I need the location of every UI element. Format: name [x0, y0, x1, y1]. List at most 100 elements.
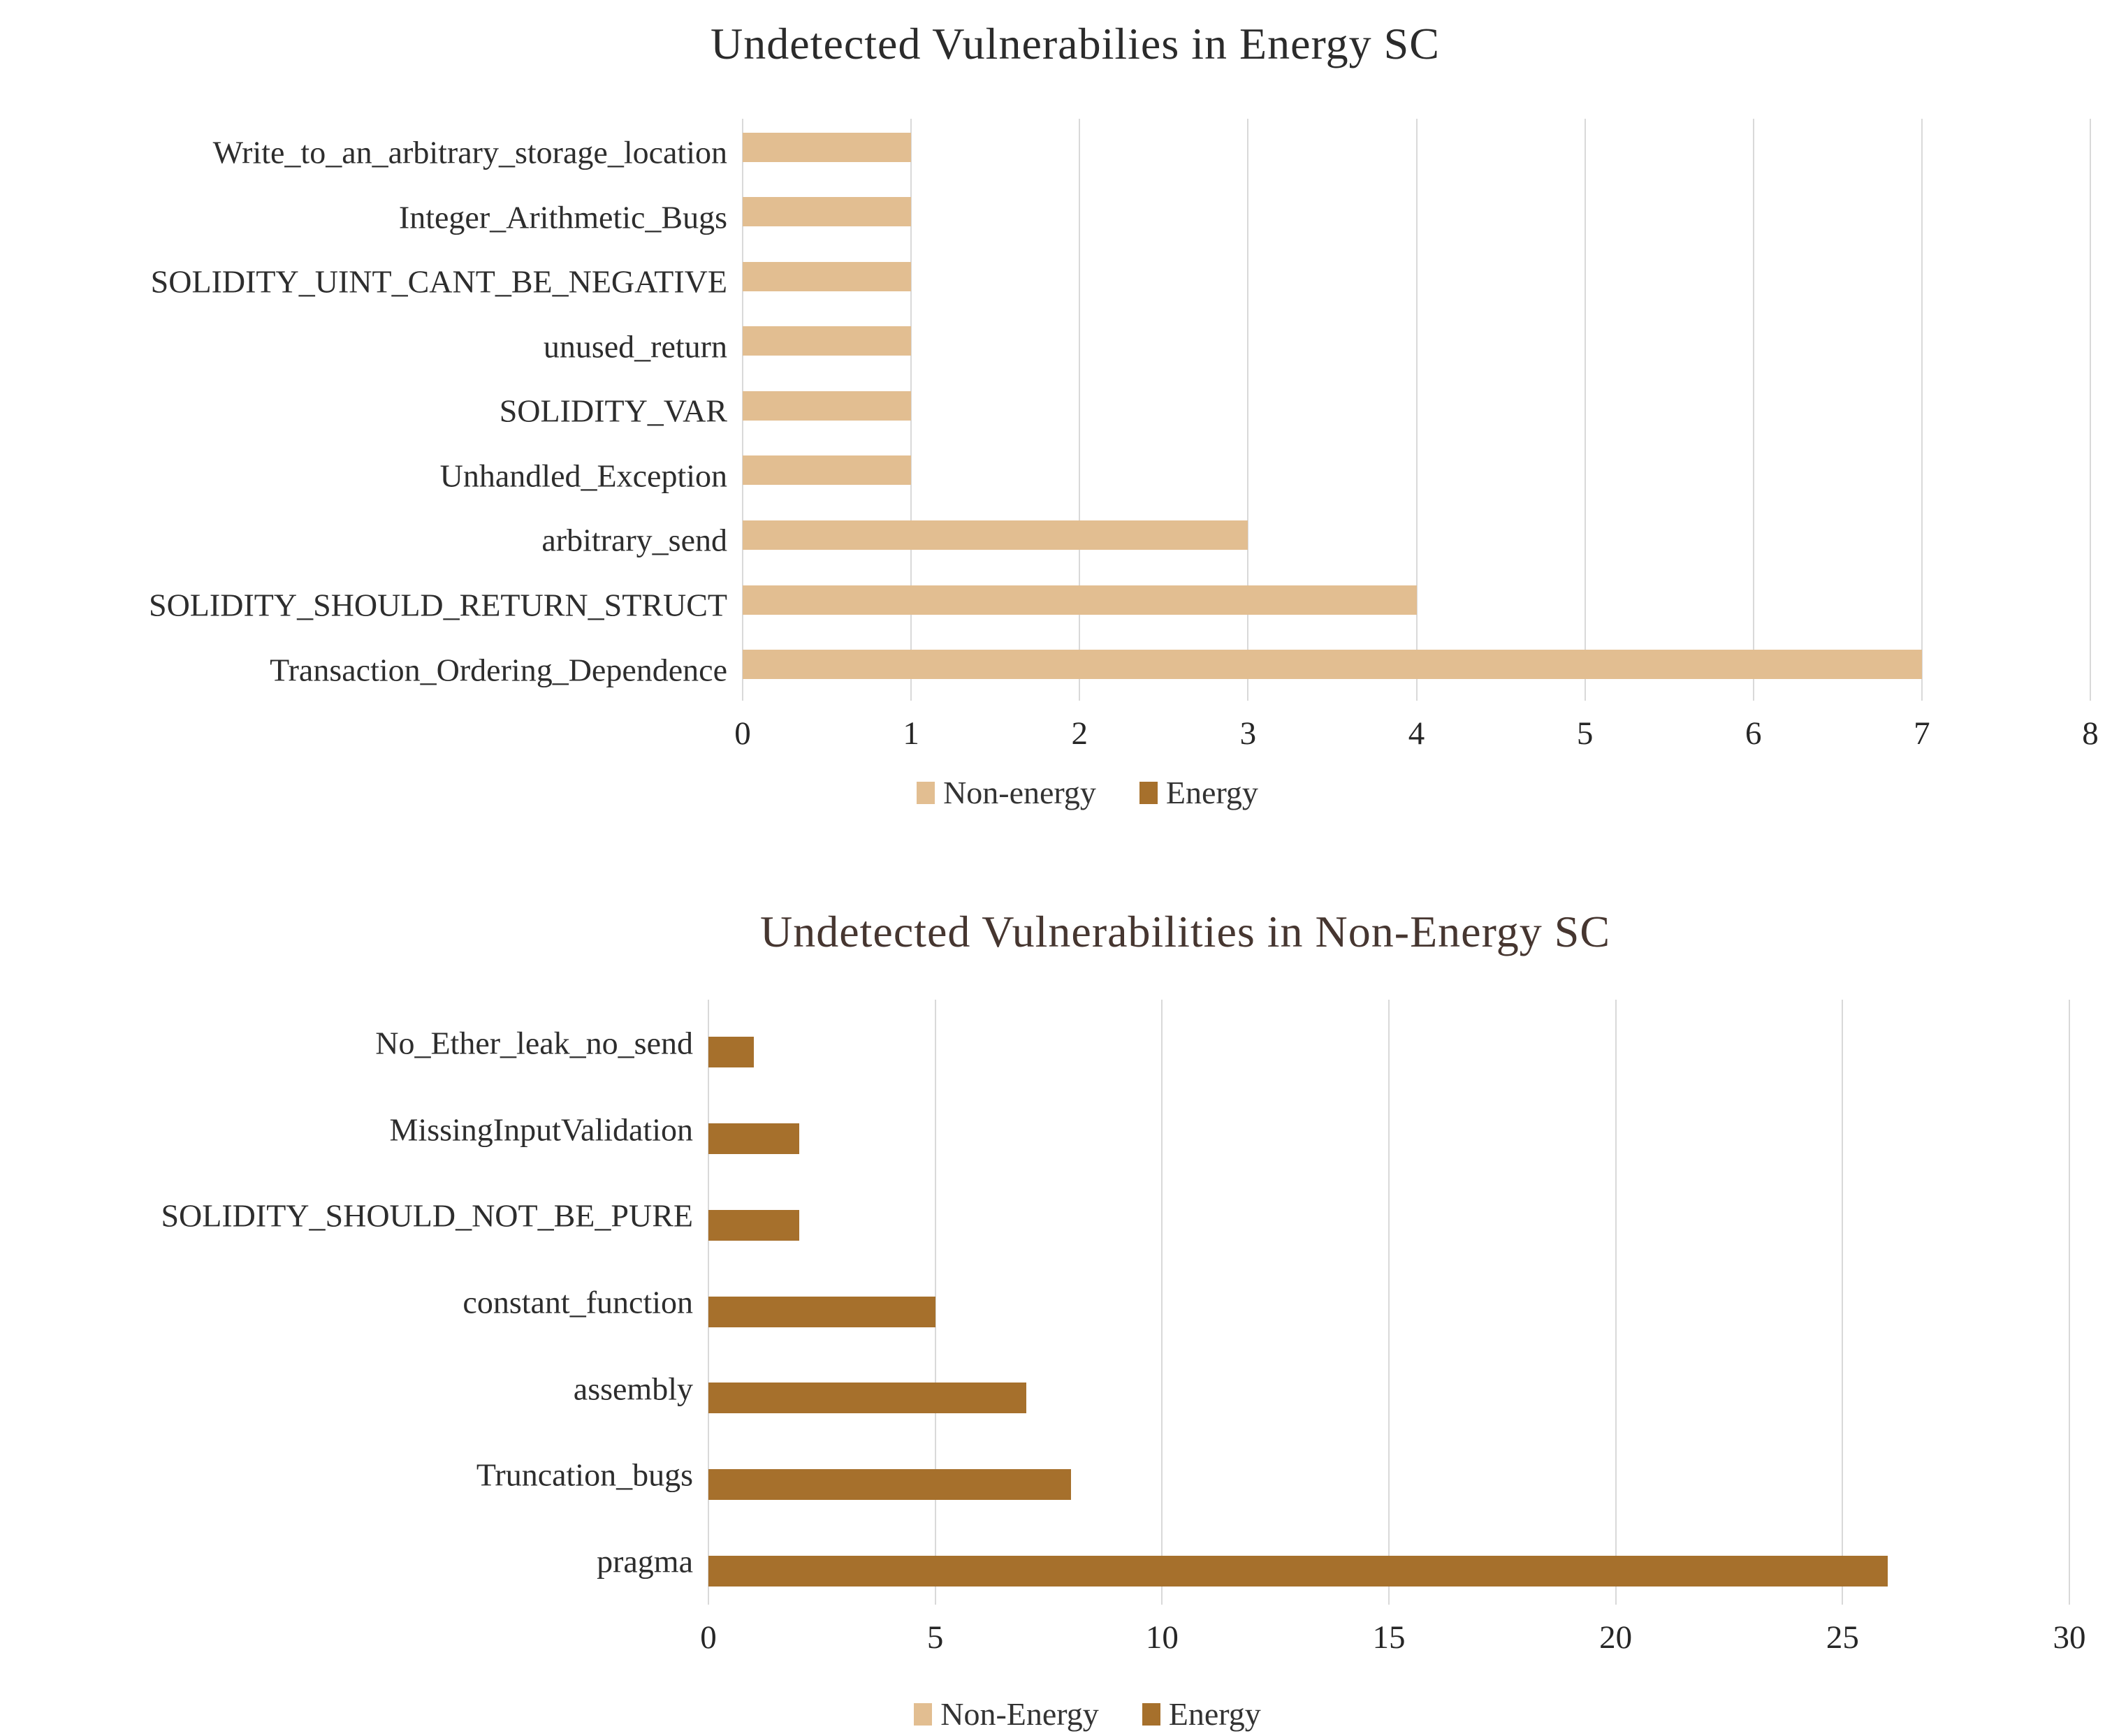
category-row: constant_function — [462, 1259, 2069, 1345]
category-label: No_Ether_leak_no_send — [375, 1025, 693, 1061]
category-row: SOLIDITY_SHOULD_NOT_BE_PURE — [161, 1172, 2069, 1259]
legend-item: Non-Energy — [914, 1695, 1099, 1733]
bar-energy — [708, 1469, 1072, 1501]
legend-label: Energy — [1165, 775, 1258, 810]
bar-non-energy — [743, 261, 912, 291]
gridline — [1752, 119, 1754, 701]
x-tick-label: 10 — [1145, 1619, 1179, 1656]
x-tick-label: 0 — [734, 715, 751, 752]
legend-non-energy: Non-Energy Energy — [0, 1695, 2105, 1733]
category-label: arbitrary_send — [541, 522, 727, 558]
x-tick-label: 15 — [1372, 1619, 1406, 1656]
gridline — [934, 1000, 936, 1605]
bar-energy — [708, 1209, 799, 1241]
category-row: Unhandled_Exception — [440, 442, 2090, 507]
gridline — [1079, 119, 1081, 701]
category-label: SOLIDITY_SHOULD_RETURN_STRUCT — [149, 587, 727, 623]
legend-item: Non-energy — [917, 774, 1096, 811]
x-tick-label: 7 — [1914, 715, 1930, 752]
legend-swatch-energy — [1139, 781, 1158, 804]
bar-non-energy — [743, 132, 912, 162]
legend-item: Energy — [1139, 774, 1258, 811]
gridline — [1161, 1000, 1163, 1605]
category-row: SOLIDITY_UINT_CANT_BE_NEGATIVE — [151, 248, 2090, 313]
category-label: Truncation_bugs — [476, 1457, 693, 1493]
category-label: Unhandled_Exception — [439, 458, 727, 494]
plot-area-non-energy: No_Ether_leak_no_send MissingInputValidat… — [161, 1000, 2070, 1605]
bar-energy — [708, 1296, 935, 1327]
category-row: arbitrary_send — [541, 506, 2090, 571]
category-row: Transaction_Ordering_Dependence — [270, 636, 2090, 701]
bar-non-energy — [743, 520, 1248, 550]
legend-energy: Non-energy Energy — [0, 774, 2105, 811]
x-tick-label: 2 — [1071, 715, 1088, 752]
x-axis-non-energy: 0 5 10 15 20 25 30 — [700, 1619, 2085, 1668]
bar-non-energy — [743, 391, 912, 421]
gridline — [1388, 1000, 1390, 1605]
gridline — [910, 119, 912, 701]
legend-label: Energy — [1168, 1696, 1261, 1732]
bar-non-energy — [743, 650, 1922, 680]
bar-energy — [708, 1037, 754, 1068]
chart-energy-sc: Undetected Vulnerabilies in Energy SC Wr… — [0, 19, 2105, 811]
gridline — [1584, 119, 1586, 701]
category-label: SOLIDITY_SHOULD_NOT_BE_PURE — [161, 1197, 693, 1234]
x-tick-label: 5 — [1576, 715, 1594, 752]
gridline — [2090, 119, 2091, 701]
category-row: SOLIDITY_VAR — [500, 377, 2090, 442]
x-axis-energy: 0 1 2 3 4 5 6 7 8 — [734, 715, 2099, 764]
category-row: Integer_Arithmetic_Bugs — [399, 184, 2090, 249]
category-row: SOLIDITY_SHOULD_RETURN_STRUCT — [149, 571, 2090, 636]
category-label: SOLIDITY_VAR — [499, 393, 727, 429]
bar-energy — [708, 1555, 1888, 1587]
x-tick-label: 25 — [1826, 1619, 1859, 1656]
gridline — [2069, 1000, 2070, 1605]
legend-swatch-energy — [1142, 1702, 1160, 1726]
category-label: unused_return — [543, 328, 727, 365]
x-tick-label: 20 — [1599, 1619, 1633, 1656]
bar-non-energy — [743, 585, 1417, 615]
bar-non-energy — [743, 455, 912, 486]
x-tick-label: 8 — [2082, 715, 2099, 752]
chart-title-non-energy: Undetected Vulnerabilities in Non-Energy… — [760, 907, 1610, 956]
category-label: assembly — [573, 1371, 693, 1407]
plot-area-energy: Write_to_an_arbitrary_storage_location In… — [149, 119, 2091, 701]
x-tick-label: 6 — [1745, 715, 1762, 752]
legend-item: Energy — [1142, 1695, 1261, 1733]
category-label: MissingInputValidation — [389, 1111, 693, 1148]
category-row: Write_to_an_arbitrary_storage_location — [213, 119, 2090, 184]
category-row: No_Ether_leak_no_send — [375, 1000, 2069, 1086]
category-label: pragma — [597, 1543, 693, 1580]
category-label: Write_to_an_arbitrary_storage_location — [212, 134, 727, 170]
category-label: Transaction_Ordering_Dependence — [270, 652, 727, 688]
category-row: unused_return — [544, 313, 2090, 378]
category-row: Truncation_bugs — [476, 1432, 2069, 1519]
category-row: pragma — [597, 1518, 2069, 1605]
bar-energy — [708, 1383, 1026, 1414]
x-tick-label: 0 — [700, 1619, 717, 1656]
legend-label: Non-Energy — [940, 1696, 1099, 1732]
legend-label: Non-energy — [943, 775, 1096, 810]
x-tick-label: 3 — [1239, 715, 1257, 752]
category-label: Integer_Arithmetic_Bugs — [398, 199, 727, 235]
category-row: MissingInputValidation — [390, 1086, 2069, 1173]
bar-energy — [708, 1123, 799, 1155]
gridline — [1921, 119, 1923, 701]
legend-swatch-non-energy — [914, 1702, 933, 1726]
category-row: assembly — [574, 1345, 2069, 1432]
chart-non-energy-sc: Undetected Vulnerabilities in Non-Energy… — [0, 870, 2105, 1736]
legend-swatch-non-energy — [917, 781, 935, 804]
bar-non-energy — [743, 197, 912, 227]
x-tick-label: 1 — [903, 715, 919, 752]
x-tick-label: 4 — [1408, 715, 1425, 752]
bar-non-energy — [743, 326, 912, 356]
chart-title-energy: Undetected Vulnerabilies in Energy SC — [711, 19, 1440, 68]
gridline — [1415, 119, 1418, 701]
category-label: constant_function — [462, 1284, 693, 1320]
gridline — [1247, 119, 1249, 701]
gridline — [1842, 1000, 1844, 1605]
x-tick-label: 5 — [926, 1619, 944, 1656]
gridline — [1615, 1000, 1617, 1605]
category-label: SOLIDITY_UINT_CANT_BE_NEGATIVE — [150, 263, 727, 300]
